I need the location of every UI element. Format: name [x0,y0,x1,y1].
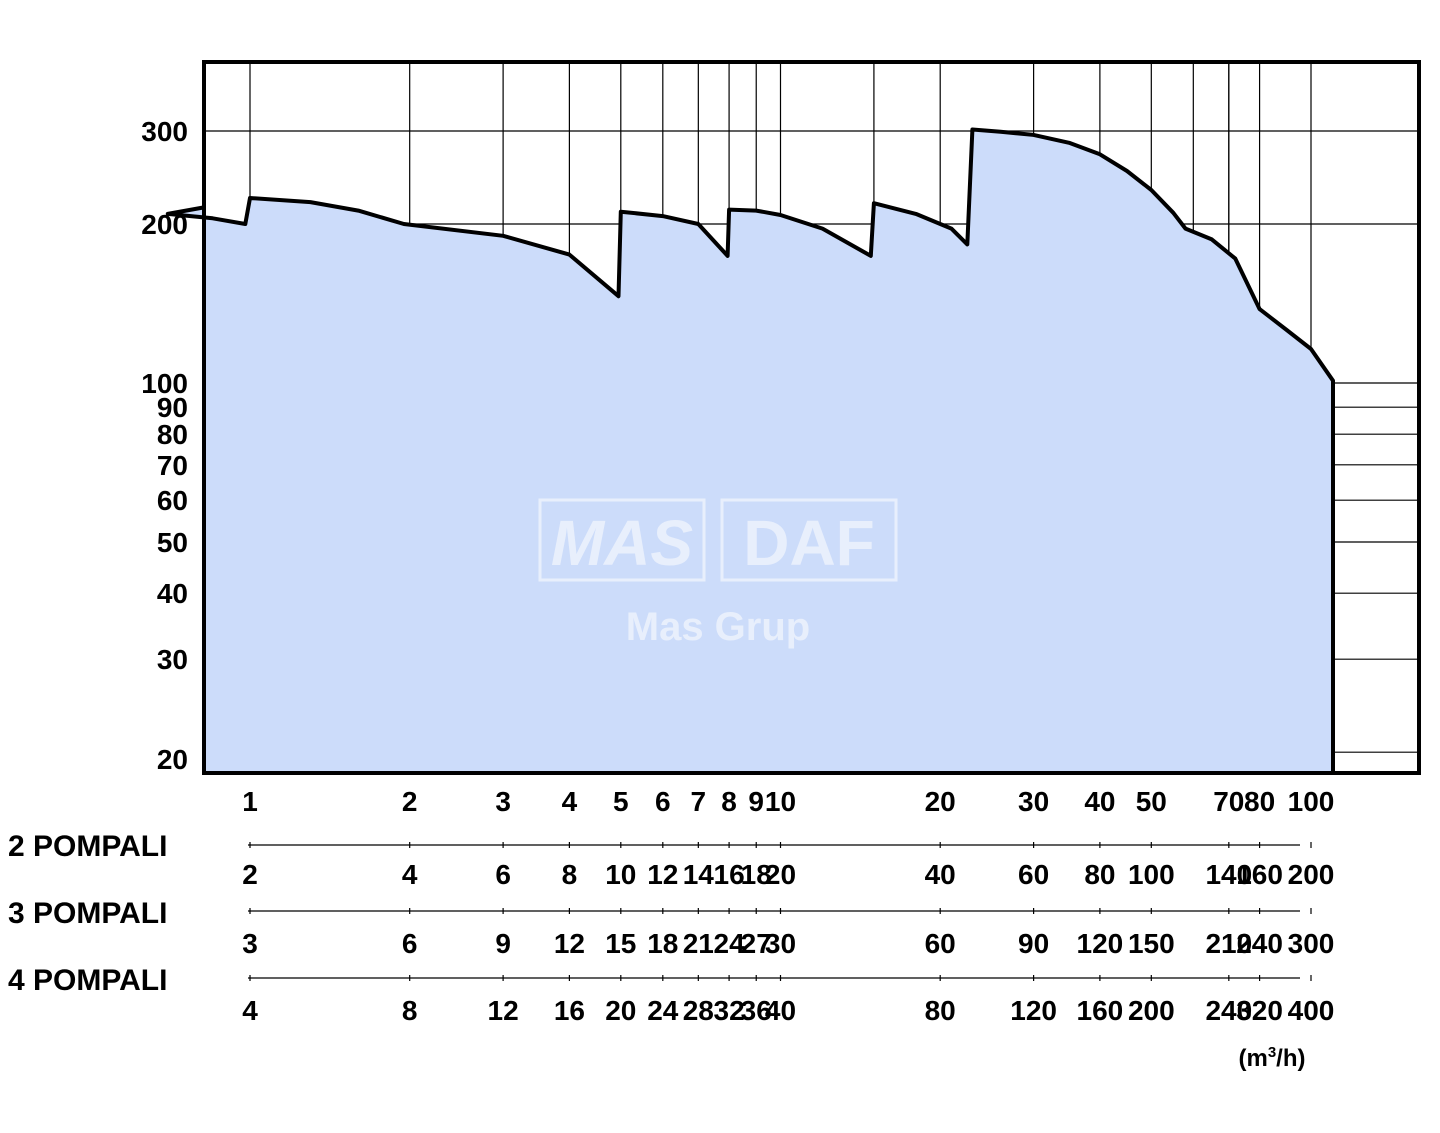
row-value: 120 [1010,995,1057,1026]
row-value: 12 [488,995,519,1026]
x-tick-label: 1 [242,786,258,817]
row-value: 6 [495,859,511,890]
row-value: 15 [605,928,636,959]
x-tick-label: 7 [691,786,707,817]
y-tick-label: 30 [157,644,188,675]
watermark-logo: MAS DAF Mas Grup [538,498,898,649]
row-value: 4 [242,995,258,1026]
row-value: 20 [605,995,636,1026]
x-tick-label: 70 [1213,786,1244,817]
row-value: 2 [242,859,258,890]
x-tick-label: 80 [1244,786,1275,817]
watermark-daf: DAF [743,507,875,579]
row-value: 20 [765,859,796,890]
row-value: 150 [1128,928,1175,959]
row-value: 240 [1205,995,1252,1026]
y-tick-label: 40 [157,578,188,609]
row-value: 210 [1205,928,1252,959]
row-value: 16 [714,859,745,890]
row-value: 40 [765,995,796,1026]
row-value: 24 [714,928,746,959]
x-tick-label: 50 [1136,786,1167,817]
row-value: 60 [925,928,956,959]
row-value: 30 [765,928,796,959]
row-value: 27 [741,928,772,959]
row-value: 12 [554,928,585,959]
row-value: 300 [1288,928,1335,959]
row-value: 320 [1236,995,1283,1026]
y-tick-label: 60 [157,485,188,516]
row-value: 240 [1236,928,1283,959]
row-value: 120 [1077,928,1124,959]
row-value: 3 [242,928,258,959]
row-value: 160 [1236,859,1283,890]
envelope-area [167,129,1333,773]
row-label: 2 POMPALI [8,830,167,863]
row-value: 36 [741,995,772,1026]
row-value: 6 [402,928,418,959]
x-tick-label: 10 [765,786,796,817]
row-value: 80 [925,995,956,1026]
row-value: 200 [1288,859,1335,890]
row-value: 8 [402,995,418,1026]
row-label: 3 POMPALI [8,897,167,930]
x-tick-label: 6 [655,786,671,817]
y-tick-label: 300 [141,116,188,147]
y-tick-label: 100 [141,368,188,399]
y-tick-label: 50 [157,527,188,558]
x-tick-label: 40 [1084,786,1115,817]
row-value: 8 [562,859,578,890]
row-value: 21 [683,928,714,959]
x-tick-label: 30 [1018,786,1049,817]
row-value: 90 [1018,928,1049,959]
x-tick-label: 4 [562,786,578,817]
row-value: 60 [1018,859,1049,890]
x-tick-label: 8 [721,786,737,817]
y-tick-label: 70 [157,450,188,481]
y-tick-label: 20 [157,744,188,775]
row-value: 80 [1084,859,1115,890]
row-value: 200 [1128,995,1175,1026]
x-axis-ticks: 1 2 3 4 5 6 7 8 9 10 20 30 40 50 70 80 100 [242,786,1334,817]
row-value: 12 [647,859,678,890]
row-value: 100 [1128,859,1175,890]
x-tick-label: 3 [495,786,511,817]
x-tick-label: 9 [748,786,764,817]
row-label: 4 POMPALI [8,964,167,997]
envelope-curve [165,127,1335,773]
plot-frame [202,60,1421,775]
row-value: 24 [647,995,679,1026]
row-value: 14 [683,859,715,890]
row-value: 160 [1077,995,1124,1026]
row-value: 18 [741,859,772,890]
row-value: 40 [925,859,956,890]
x-tick-label: 100 [1288,786,1335,817]
row-value: 10 [605,859,636,890]
row-value: 18 [647,928,678,959]
unit-label: (m3/h) [1238,1044,1305,1072]
row-value: 32 [714,995,745,1026]
x-tick-label: 2 [402,786,418,817]
row-value: 140 [1205,859,1252,890]
watermark-mas-grup: Mas Grup [626,605,810,649]
row-value: 9 [495,928,511,959]
y-tick-label: 200 [141,209,188,240]
x-tick-label: 20 [925,786,956,817]
row-value: 28 [683,995,714,1026]
y-tick-label: 80 [157,419,188,450]
watermark-mas: MAS [551,507,694,579]
x-tick-label: 5 [613,786,629,817]
row-value: 4 [402,859,418,890]
row-value: 400 [1288,995,1335,1026]
row-value: 16 [554,995,585,1026]
y-tick-label: 90 [157,392,188,423]
